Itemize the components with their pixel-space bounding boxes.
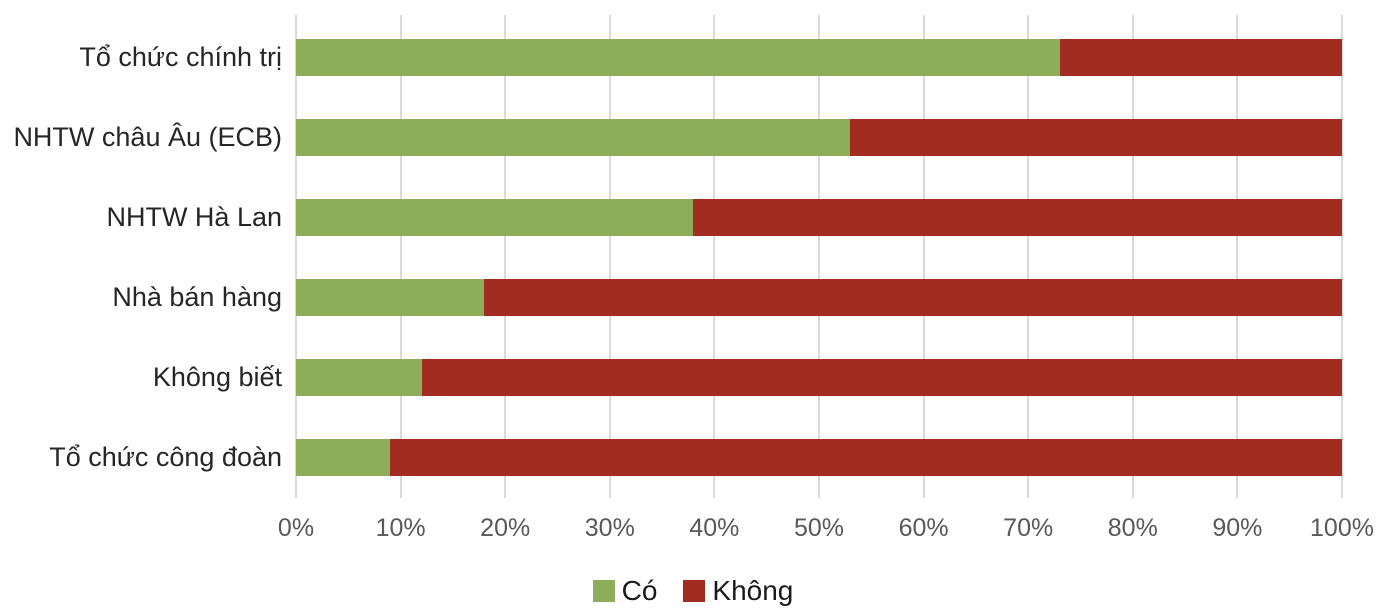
bar-segment-khong	[390, 439, 1342, 476]
bar-segment-co	[296, 199, 694, 236]
legend-item-co: Có	[592, 575, 658, 607]
x-tick-label: 60%	[898, 514, 949, 542]
x-tick-label: 50%	[793, 514, 845, 542]
gridline	[608, 15, 611, 498]
category-label: NHTW Hà Lan	[106, 202, 282, 232]
bar-segment-co	[296, 279, 485, 316]
gridline	[713, 15, 716, 498]
bar-segment-co	[296, 439, 391, 476]
category-label: Tổ chức công đoàn	[49, 442, 282, 472]
category-label: Nhà bán hàng	[112, 282, 282, 312]
bar-segment-co	[296, 359, 422, 396]
gridline	[922, 15, 925, 498]
bar-segment-co	[296, 39, 1060, 76]
bar-row	[296, 199, 1342, 236]
bar-segment-co	[296, 119, 851, 156]
bar-segment-khong	[484, 279, 1342, 316]
x-tick-label: 0%	[277, 514, 315, 542]
gridline	[1131, 15, 1134, 498]
x-tick-label: 40%	[689, 514, 740, 542]
bar-segment-khong	[850, 119, 1342, 156]
gridline	[1027, 15, 1030, 498]
gridline	[295, 15, 297, 498]
x-tick-label: 10%	[375, 514, 426, 542]
gridline	[1236, 15, 1239, 498]
x-tick-label: 80%	[1107, 514, 1158, 542]
x-tick-label: 20%	[480, 514, 531, 542]
bar-segment-khong	[693, 199, 1342, 236]
bar-row	[296, 279, 1342, 316]
category-axis: Tổ chức chính trị NHTW châu Âu (ECB) NHTW …	[0, 15, 296, 519]
x-tick-label: 100%	[1310, 514, 1374, 542]
legend-label-co: Có	[621, 575, 658, 606]
bar-row	[296, 39, 1342, 76]
legend-item-khong: Không	[683, 575, 793, 607]
plot-area	[295, 15, 1343, 498]
bar-segment-khong	[421, 359, 1342, 396]
category-label: Tổ chức chính trị	[79, 42, 282, 72]
bar-rows	[296, 39, 1342, 519]
legend-label-khong: Không	[712, 575, 794, 606]
gridline	[399, 15, 402, 498]
bar-row	[296, 119, 1342, 156]
x-tick-label: 70%	[1003, 514, 1054, 542]
legend-swatch-khong	[683, 580, 706, 602]
bar-row	[296, 439, 1342, 476]
x-axis: 0% 10% 20% 30% 40% 50% 60% 70% 80% 90% 100%	[278, 506, 1374, 548]
category-label: NHTW châu Âu (ECB)	[13, 122, 282, 152]
category-label: Không biết	[152, 362, 282, 392]
gridline	[818, 15, 820, 498]
x-tick-label: 30%	[584, 514, 635, 542]
legend: Có Không	[0, 575, 1386, 607]
legend-swatch-co	[592, 580, 615, 602]
x-tick-label: 90%	[1212, 514, 1263, 542]
bar-segment-khong	[1059, 39, 1342, 76]
bar-row	[296, 359, 1342, 396]
gridline	[504, 15, 507, 498]
chart-body: Tổ chức chính trị NHTW châu Âu (ECB) NHTW …	[0, 15, 1343, 519]
gridline	[1341, 15, 1343, 498]
